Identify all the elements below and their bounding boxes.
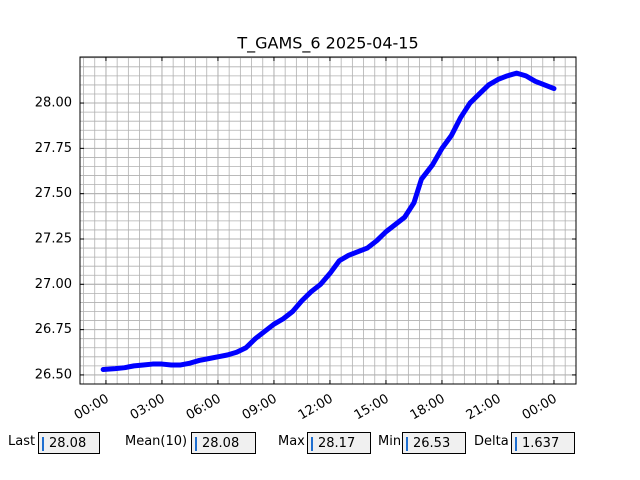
x-tick-label: 15:00 [352,392,392,424]
y-tick-label: 28.00 [35,96,72,111]
field-label: Delta [474,434,509,449]
data-line [100,70,557,372]
x-tick-label: 09:00 [240,392,280,424]
x-tick-label: 18:00 [408,392,448,424]
x-tick-label: 21:00 [464,392,504,424]
field-label: Max [278,434,305,449]
plot-frame [79,56,577,385]
field-input[interactable]: 28.08 [191,432,256,454]
x-tick-label: 00:00 [520,392,560,424]
y-tick-label: 27.50 [35,186,72,201]
x-tick-label: 06:00 [184,392,224,424]
y-tick-label: 26.50 [35,367,72,382]
chart-title: T_GAMS_6 2025-04-15 [236,34,418,54]
field-input[interactable]: 26.53 [402,432,466,454]
field-label: Last [8,434,36,449]
field-input[interactable]: 28.08 [38,432,100,454]
y-tick-label: 27.75 [35,141,72,156]
y-tick-label: 27.25 [35,231,72,246]
field-input[interactable]: 1.637 [511,432,575,454]
y-tick-label: 26.75 [35,322,72,337]
chart: T_GAMS_6 2025-04-15 26.50 26.75 27.00 27.25… [35,34,577,424]
field-input[interactable]: 28.17 [307,432,371,454]
y-tick-label: 27.00 [35,277,72,292]
x-tick-label: 03:00 [128,392,168,424]
field-label: Mean(10) [125,434,188,449]
x-tick-label: 12:00 [296,392,336,424]
field-label: Min [378,434,402,449]
x-tick-label: 00:00 [72,392,112,424]
